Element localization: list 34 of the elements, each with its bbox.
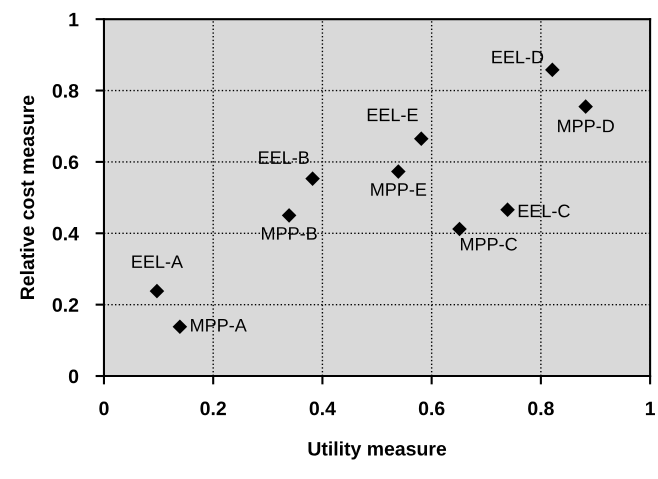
x-tick-label: 0.2	[200, 402, 226, 416]
y-tick-label: 0	[68, 369, 78, 384]
y-tick-label: 1	[69, 12, 78, 26]
x-tick-label: 0.4	[310, 402, 336, 416]
point	[452, 222, 467, 236]
y-tick-label: 0.8	[52, 84, 78, 98]
y-tick-label: 0.4	[52, 226, 79, 241]
annotation: EEL-A	[132, 255, 183, 268]
x-tick-label: 0	[99, 402, 109, 416]
x-axis-title: Utility measure	[308, 441, 446, 460]
annotation: EEL-D	[492, 50, 544, 64]
annotation: MPP-B	[262, 227, 317, 240]
point	[414, 131, 429, 146]
point	[500, 202, 515, 218]
point	[545, 62, 560, 78]
y-axis-title: Relative cost measure	[20, 96, 34, 299]
point	[150, 284, 164, 298]
x-tick-label: 0.6	[418, 402, 444, 416]
annotation: MPP-A	[191, 319, 247, 332]
annotation: MPP-C	[460, 238, 517, 251]
point	[172, 319, 188, 334]
x-tick-label: 1	[646, 402, 655, 416]
y-tick-label: 0.2	[52, 298, 78, 312]
annotation: MPP-D	[558, 120, 614, 132]
point	[305, 171, 320, 186]
x-tick-label: 0.8	[528, 402, 554, 416]
annotation: EEL-C	[518, 204, 570, 218]
annotation: EEL-E	[368, 108, 418, 122]
point	[578, 99, 593, 114]
point	[282, 208, 296, 223]
point	[391, 164, 406, 179]
y-tick-label: 0.6	[52, 155, 78, 170]
annotation: EEL-B	[259, 151, 309, 164]
annotation: MPP-E	[371, 183, 426, 196]
